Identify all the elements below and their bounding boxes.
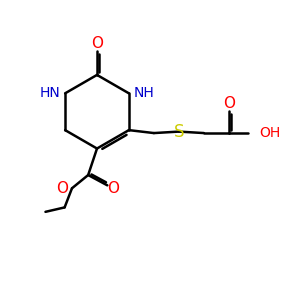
Text: O: O	[223, 96, 235, 111]
Text: S: S	[174, 123, 184, 141]
Text: NH: NH	[133, 86, 154, 100]
Text: O: O	[107, 181, 119, 196]
Text: O: O	[56, 181, 68, 196]
Text: OH: OH	[259, 126, 280, 140]
Text: HN: HN	[40, 86, 61, 100]
Text: O: O	[91, 37, 103, 52]
